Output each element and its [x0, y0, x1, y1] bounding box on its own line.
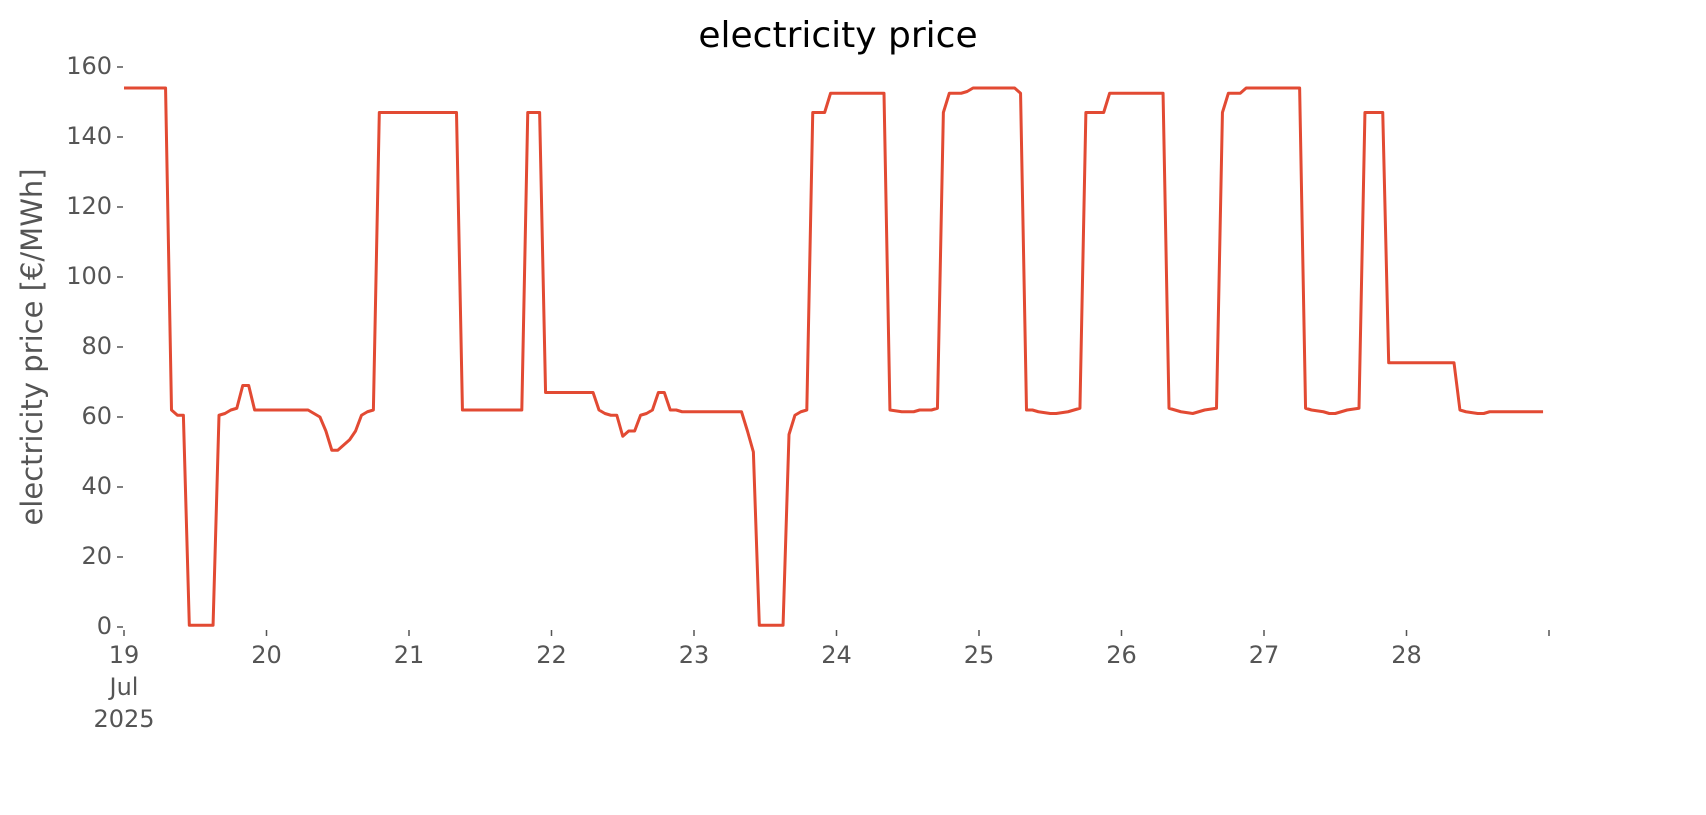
x-tick-label: 28	[1391, 641, 1422, 669]
y-tick-label: 140	[66, 122, 112, 150]
x-tick-label: 21	[393, 641, 425, 669]
line-series	[124, 86, 1544, 627]
x-tick-label: 26	[1106, 641, 1137, 669]
chart-title: electricity price	[698, 15, 977, 56]
x-tick-label: 25	[963, 641, 995, 669]
y-tick-label: 160	[66, 52, 112, 80]
x-tick-label: 23	[678, 641, 710, 669]
y-tick-label: 120	[66, 192, 112, 220]
x-tick-label: 19 Jul 2025	[93, 641, 155, 733]
x-tick-label: 27	[1248, 641, 1280, 669]
x-tick-label: 24	[821, 641, 852, 669]
y-tick-label: 100	[66, 262, 112, 290]
y-tick-label: 60	[81, 402, 112, 430]
y-tick-label: 0	[97, 612, 112, 640]
x-tick-label: 20	[251, 641, 282, 669]
y-tick-label: 40	[81, 472, 112, 500]
y-tick-label: 80	[81, 332, 112, 360]
y-tick-label: 20	[81, 542, 112, 570]
y-axis-label: electricity price [€/MWh]	[15, 168, 49, 525]
x-tick-label: 22	[536, 641, 567, 669]
